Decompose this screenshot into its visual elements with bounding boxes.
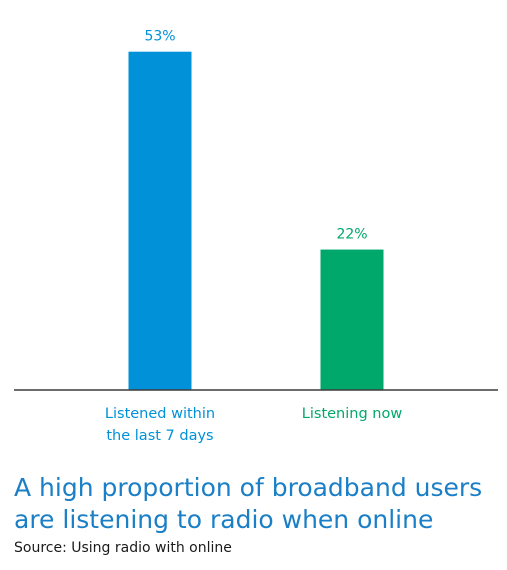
value-label-1: 53% <box>144 29 175 45</box>
labels-group: 53% Listened within the last 7 days 22% List… <box>105 29 402 444</box>
caption-line-1: A high proportion of broadband users <box>14 473 483 502</box>
category-label-1-line-1: Listened within <box>105 406 215 422</box>
caption-line-2: are listening to radio when online <box>14 505 434 534</box>
bar-1 <box>128 51 192 390</box>
category-label-2-line-1: Listening now <box>302 406 403 422</box>
bar-2 <box>320 249 384 390</box>
category-label-1-line-2: the last 7 days <box>106 428 213 444</box>
bars-group <box>128 51 384 390</box>
value-label-2: 22% <box>336 227 367 243</box>
bar-chart: 53% Listened within the last 7 days 22% List… <box>14 29 498 444</box>
source-note: Source: Using radio with online <box>14 540 232 556</box>
chart-caption: A high proportion of broadband users are… <box>14 472 499 536</box>
